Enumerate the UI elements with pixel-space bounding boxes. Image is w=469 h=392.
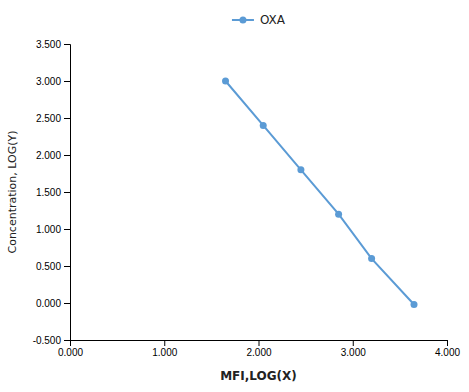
x-tick: 3.000 — [341, 340, 366, 358]
y-tick: 3.500 — [36, 39, 70, 50]
y-tick: 2.000 — [36, 150, 70, 161]
y-tick-label: 0.500 — [36, 261, 61, 272]
x-tick: 1.000 — [152, 340, 177, 358]
y-tick-label: 3.000 — [36, 76, 61, 87]
x-tick: 4.000 — [435, 340, 460, 358]
y-tick-label: 0.000 — [36, 298, 61, 309]
legend-item: OXA — [232, 13, 286, 27]
y-tick-label: 1.500 — [36, 187, 61, 198]
y-tick: 1.500 — [36, 187, 70, 198]
y-tick: 2.500 — [36, 113, 70, 124]
series-point — [297, 166, 304, 173]
x-tick-label: 2.000 — [246, 347, 271, 358]
x-tick: 2.000 — [246, 340, 271, 358]
series-point — [260, 122, 267, 129]
legend-marker — [239, 17, 246, 24]
chart: 0.0001.0002.0003.0004.000-0.5000.0000.50… — [0, 0, 469, 392]
y-tick-mark — [64, 155, 70, 156]
x-axis-line — [71, 341, 448, 347]
series-line — [226, 81, 415, 304]
y-tick: 3.000 — [36, 76, 70, 87]
y-tick-label: 3.500 — [36, 39, 61, 50]
y-tick-mark — [64, 266, 70, 267]
y-axis: -0.500 0.000 0.500 1.000 1.500 2.000 2.500 3.00… — [33, 39, 71, 346]
series-point — [411, 301, 418, 308]
x-tick-mark — [353, 340, 354, 346]
x-tick-mark — [447, 340, 448, 346]
x-tick-mark — [164, 340, 165, 346]
y-tick-label: 2.500 — [36, 113, 61, 124]
y-tick: 1.000 — [36, 224, 70, 235]
series-point — [335, 211, 342, 218]
y-tick-mark — [64, 44, 70, 45]
plot: 0.0001.0002.0003.0004.000-0.5000.0000.50… — [6, 39, 460, 383]
y-tick-mark — [64, 229, 70, 230]
y-tick-mark — [64, 118, 70, 119]
x-tick-mark — [259, 340, 260, 346]
x-tick-label: 0.000 — [58, 347, 83, 358]
y-tick-mark — [64, 340, 70, 341]
y-axis-line — [64, 45, 71, 341]
marks — [222, 78, 418, 308]
series-point — [222, 78, 229, 85]
x-tick: 0.000 — [58, 340, 83, 358]
x-axis-title: MFI,LOG(X) — [220, 369, 297, 383]
y-axis-title: Concentration, LOG(Y) — [6, 130, 19, 253]
x-tick-label: 3.000 — [341, 347, 366, 358]
y-tick: -0.500 — [33, 335, 70, 346]
x-tick-label: 1.000 — [152, 347, 177, 358]
x-axis: 0.000 1.000 2.000 3.000 4.000 — [58, 340, 460, 358]
y-tick-label: -0.500 — [33, 335, 62, 346]
y-tick-mark — [64, 303, 70, 304]
y-tick: 0.000 — [36, 298, 70, 309]
y-tick-mark — [64, 192, 70, 193]
y-tick: 0.500 — [36, 261, 70, 272]
x-tick-label: 4.000 — [435, 347, 460, 358]
series-point — [368, 255, 375, 262]
legend: OXA — [232, 13, 286, 27]
y-tick-label: 2.000 — [36, 150, 61, 161]
legend-label: OXA — [260, 13, 286, 27]
y-tick-label: 1.000 — [36, 224, 61, 235]
y-tick-mark — [64, 81, 70, 82]
